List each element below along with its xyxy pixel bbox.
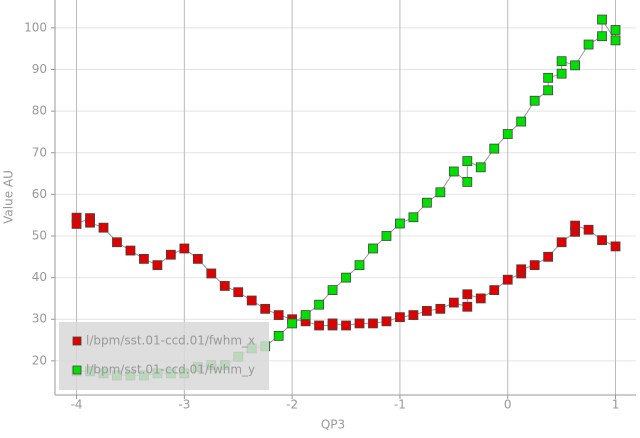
data-point bbox=[448, 297, 459, 308]
legend-marker bbox=[72, 336, 82, 346]
x-tick-label: -3 bbox=[178, 398, 190, 412]
data-point bbox=[314, 299, 324, 310]
data-point bbox=[556, 68, 567, 79]
data-point bbox=[98, 222, 109, 233]
data-point bbox=[354, 260, 365, 271]
data-point bbox=[421, 306, 432, 316]
data-point bbox=[327, 318, 338, 329]
data-point bbox=[381, 231, 392, 241]
data-point bbox=[529, 260, 540, 271]
y-axis-label: Value AU bbox=[2, 170, 16, 224]
data-point bbox=[354, 318, 365, 329]
data-point bbox=[139, 253, 149, 264]
data-point bbox=[206, 268, 217, 279]
data-point bbox=[475, 162, 486, 173]
data-point bbox=[273, 330, 284, 341]
data-point bbox=[152, 260, 163, 271]
data-point bbox=[610, 241, 621, 252]
data-point bbox=[341, 272, 351, 283]
data-point bbox=[462, 156, 473, 166]
x-tick-label: -4 bbox=[71, 398, 83, 412]
data-point bbox=[300, 310, 311, 320]
data-point bbox=[610, 35, 621, 46]
data-point bbox=[435, 303, 446, 314]
data-point bbox=[260, 303, 271, 314]
x-tick-label: -2 bbox=[286, 398, 298, 412]
data-point bbox=[395, 312, 405, 323]
data-point bbox=[462, 289, 473, 300]
data-point bbox=[408, 212, 419, 223]
data-point bbox=[192, 253, 203, 264]
y-tick-label: 100 bbox=[24, 20, 47, 34]
data-point bbox=[570, 60, 580, 71]
data-point bbox=[516, 264, 527, 275]
data-point bbox=[421, 197, 432, 208]
legend-label: l/bpm/sst.01-ccd.01/fwhm_x bbox=[86, 334, 255, 348]
data-point bbox=[489, 143, 500, 154]
data-point bbox=[125, 245, 136, 256]
data-point bbox=[610, 25, 621, 35]
data-point bbox=[287, 318, 298, 329]
data-point bbox=[314, 320, 324, 331]
data-point bbox=[395, 218, 405, 229]
y-tick-label: 30 bbox=[32, 312, 47, 326]
data-point bbox=[475, 293, 486, 304]
y-tick-label: 80 bbox=[32, 104, 47, 118]
data-point bbox=[502, 129, 513, 139]
y-tick-label: 40 bbox=[32, 270, 47, 284]
data-point bbox=[462, 176, 473, 187]
x-tick-label: 1 bbox=[612, 398, 620, 412]
data-point bbox=[556, 56, 567, 67]
legend-box bbox=[59, 322, 269, 390]
y-tick-label: 70 bbox=[32, 145, 47, 159]
data-point bbox=[435, 187, 446, 198]
data-point bbox=[543, 85, 554, 96]
data-point bbox=[529, 95, 540, 106]
data-point bbox=[368, 318, 378, 329]
y-tick-label: 90 bbox=[32, 62, 47, 76]
data-point bbox=[246, 295, 257, 306]
data-point bbox=[502, 274, 513, 285]
data-point bbox=[489, 285, 500, 296]
data-point bbox=[381, 316, 392, 327]
data-point bbox=[583, 224, 594, 235]
data-point bbox=[597, 235, 607, 246]
data-point bbox=[165, 249, 176, 260]
data-point bbox=[543, 72, 554, 83]
data-point bbox=[179, 243, 190, 254]
x-tick-label: -1 bbox=[394, 398, 406, 412]
y-tick-label: 60 bbox=[32, 187, 47, 201]
legend-marker bbox=[72, 365, 82, 375]
data-point bbox=[556, 237, 567, 248]
data-point bbox=[341, 320, 351, 331]
data-point bbox=[583, 39, 594, 50]
data-point bbox=[327, 285, 338, 296]
data-point bbox=[71, 219, 82, 229]
data-point bbox=[85, 217, 95, 228]
data-point bbox=[462, 301, 473, 312]
data-point bbox=[597, 31, 607, 42]
data-point bbox=[448, 166, 459, 177]
y-tick-label: 20 bbox=[32, 353, 47, 367]
data-point bbox=[112, 237, 122, 248]
data-point bbox=[570, 220, 580, 231]
data-point bbox=[516, 116, 527, 127]
data-point bbox=[273, 310, 284, 320]
data-point bbox=[408, 310, 419, 320]
data-point bbox=[543, 251, 554, 262]
legend-label: l/bpm/sst.01-ccd.01/fwhm_y bbox=[86, 363, 255, 377]
x-axis-label: QP3 bbox=[321, 418, 345, 432]
data-point bbox=[597, 14, 607, 25]
data-point bbox=[219, 281, 230, 291]
data-point bbox=[368, 243, 378, 254]
y-tick-label: 50 bbox=[32, 229, 47, 243]
data-point bbox=[233, 287, 244, 298]
x-tick-label: 0 bbox=[504, 398, 512, 412]
